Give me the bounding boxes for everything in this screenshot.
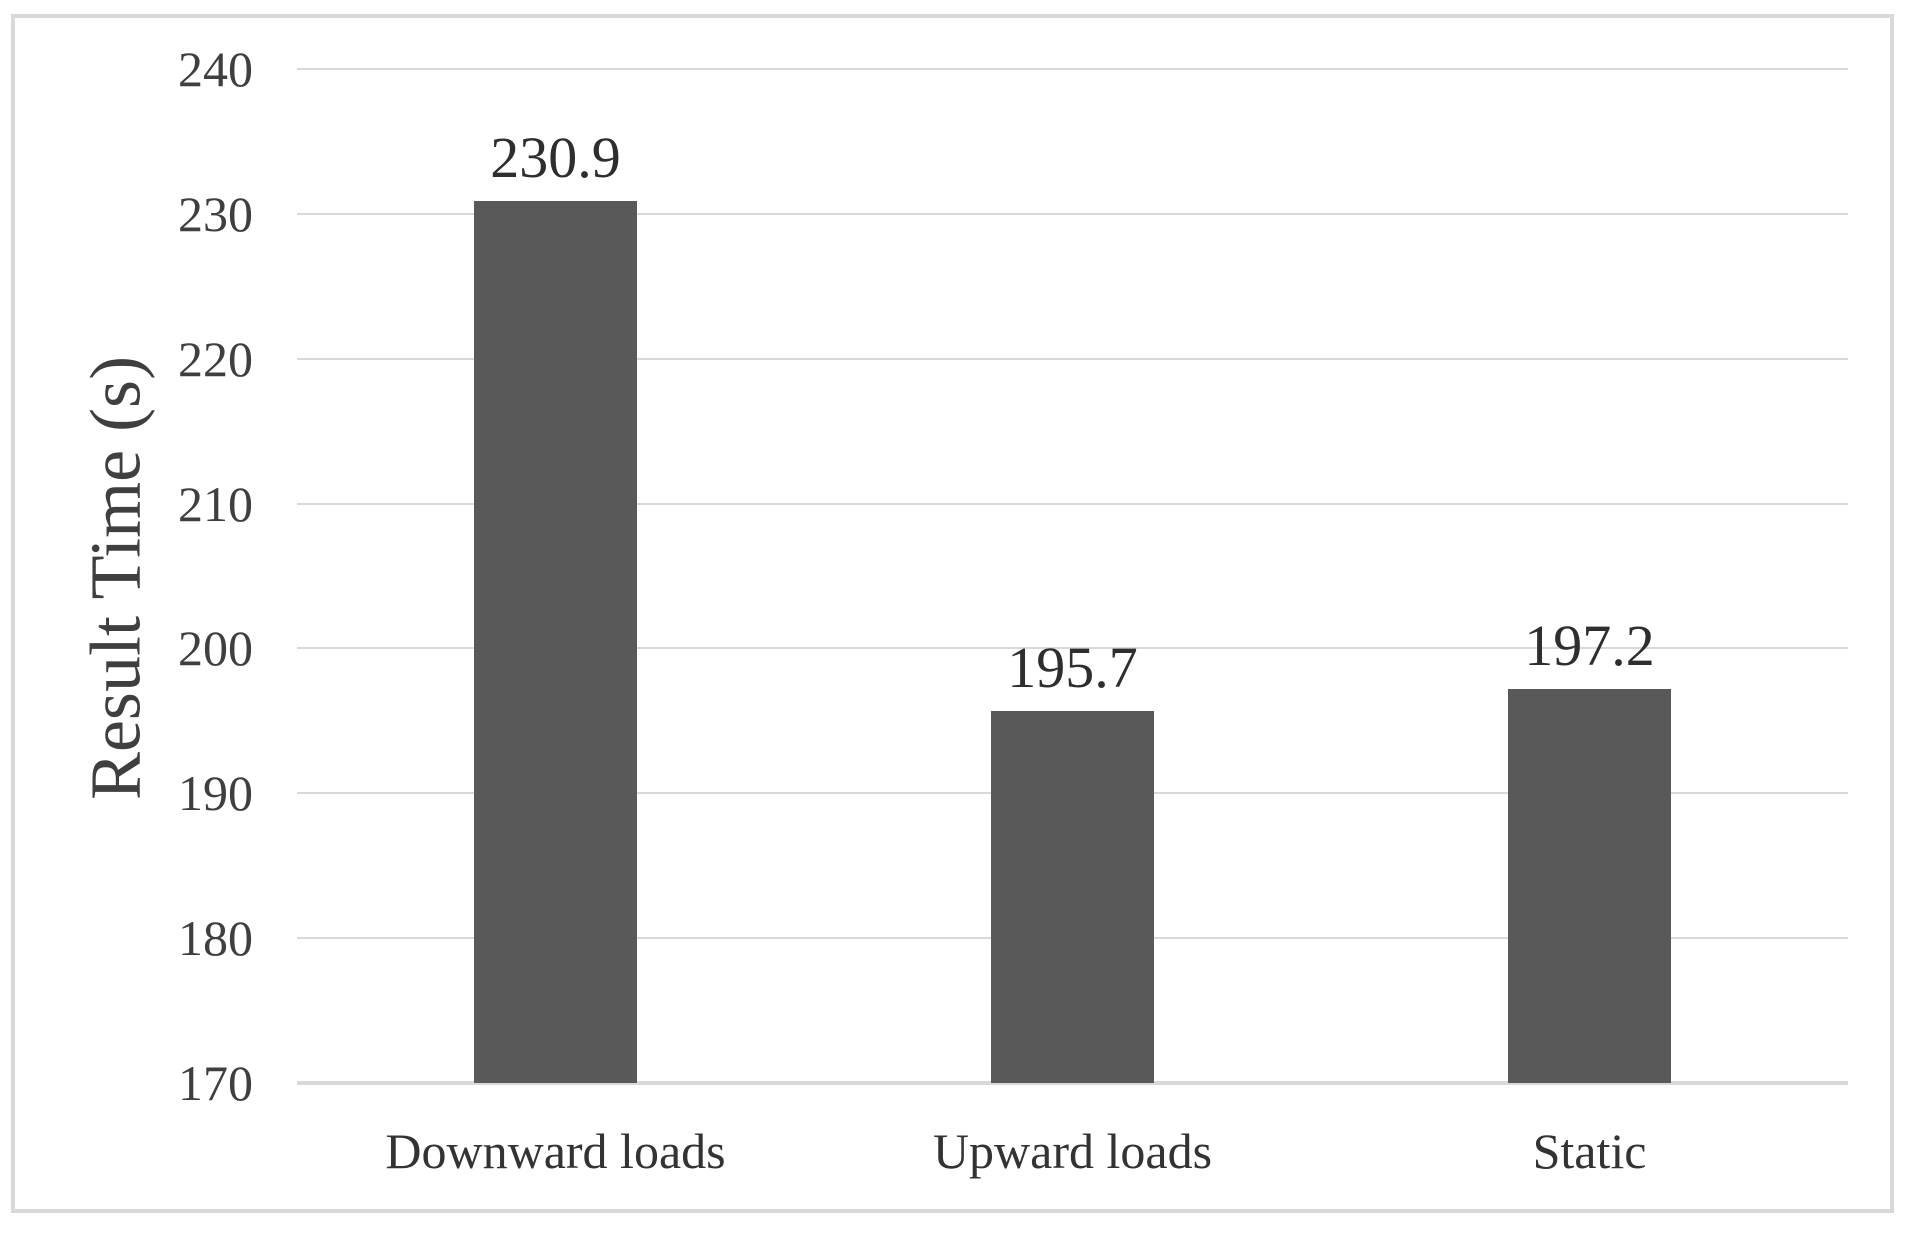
gridline — [297, 357, 1848, 360]
y-tick-label: 210 — [178, 475, 253, 532]
x-axis-baseline — [297, 1081, 1848, 1085]
bar — [1508, 688, 1671, 1083]
y-tick-label: 230 — [178, 185, 253, 242]
x-category-label: Downward loads — [385, 1123, 726, 1179]
gridline — [297, 68, 1848, 70]
bar — [991, 710, 1154, 1083]
y-tick-label: 170 — [178, 1055, 253, 1111]
gridline — [297, 502, 1848, 505]
gridline — [297, 647, 1848, 650]
bar-data-label: 230.9 — [490, 124, 621, 190]
bar — [474, 200, 637, 1083]
bar-data-label: 197.2 — [1524, 612, 1655, 678]
y-tick-label: 180 — [178, 910, 253, 967]
y-tick-label: 240 — [178, 41, 253, 97]
x-category-label: Upward loads — [932, 1123, 1213, 1179]
y-axis-title: Result Time (s) — [75, 355, 156, 801]
plot-area — [297, 68, 1848, 1085]
y-tick-label: 200 — [178, 620, 253, 677]
y-tick-label: 220 — [178, 330, 253, 387]
x-category-label: Static — [1532, 1123, 1647, 1179]
gridline — [297, 212, 1848, 215]
bar-data-label: 195.7 — [1007, 634, 1138, 700]
y-tick-label: 190 — [178, 765, 253, 822]
